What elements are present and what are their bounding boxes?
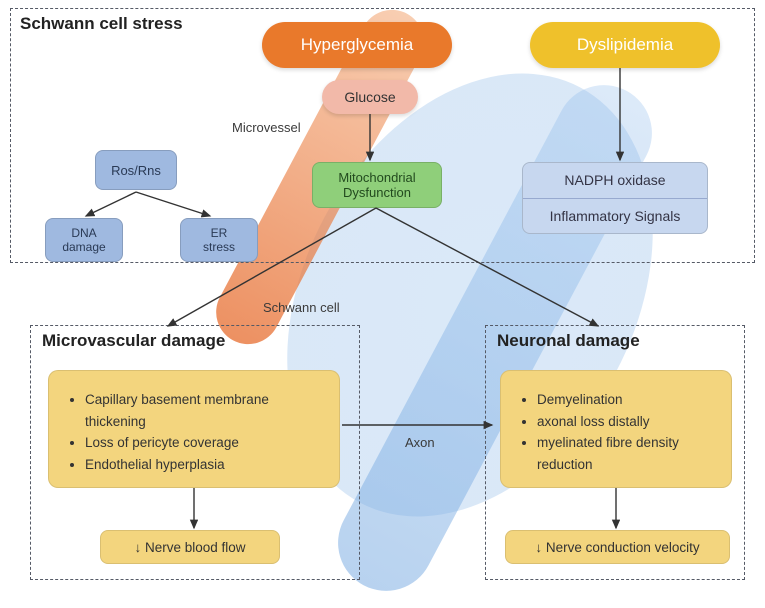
- micro-bullet-0: Capillary basement membrane thickening: [85, 389, 321, 432]
- node-nadph-bottom: Inflammatory Signals: [523, 199, 707, 234]
- node-er-stress: ER stress: [180, 218, 258, 262]
- label-axon: Axon: [405, 435, 435, 450]
- outcome-neuro: ↓ Nerve conduction velocity: [505, 530, 730, 564]
- diagram-canvas: Schwann cell stress Microvascular damage…: [0, 0, 765, 596]
- neuro-bullets: Demyelination axonal loss distally myeli…: [500, 370, 732, 488]
- node-hyperglycemia: Hyperglycemia: [262, 22, 452, 68]
- section-neuro-title: Neuronal damage: [497, 331, 640, 351]
- node-dna-damage: DNA damage: [45, 218, 123, 262]
- section-stress-title: Schwann cell stress: [20, 14, 183, 34]
- outcome-micro: ↓ Nerve blood flow: [100, 530, 280, 564]
- micro-bullet-2: Endothelial hyperplasia: [85, 454, 321, 476]
- micro-bullet-1: Loss of pericyte coverage: [85, 432, 321, 454]
- node-ros-rns: Ros/Rns: [95, 150, 177, 190]
- node-nadph-top: NADPH oxidase: [523, 163, 707, 199]
- node-nadph-inflammatory: NADPH oxidase Inflammatory Signals: [522, 162, 708, 234]
- section-micro-title: Microvascular damage: [42, 331, 225, 351]
- micro-bullets: Capillary basement membrane thickening L…: [48, 370, 340, 488]
- neuro-bullet-0: Demyelination: [537, 389, 713, 411]
- neuro-bullets-list: Demyelination axonal loss distally myeli…: [529, 389, 713, 475]
- label-microvessel: Microvessel: [232, 120, 301, 135]
- neuro-bullet-1: axonal loss distally: [537, 411, 713, 433]
- neuro-bullet-2: myelinated fibre density reduction: [537, 432, 713, 475]
- node-mito-dysfunction: Mitochondrial Dysfunction: [312, 162, 442, 208]
- label-schwann-cell: Schwann cell: [263, 300, 340, 315]
- micro-bullets-list: Capillary basement membrane thickening L…: [77, 389, 321, 475]
- node-glucose: Glucose: [322, 80, 418, 114]
- node-dyslipidemia: Dyslipidemia: [530, 22, 720, 68]
